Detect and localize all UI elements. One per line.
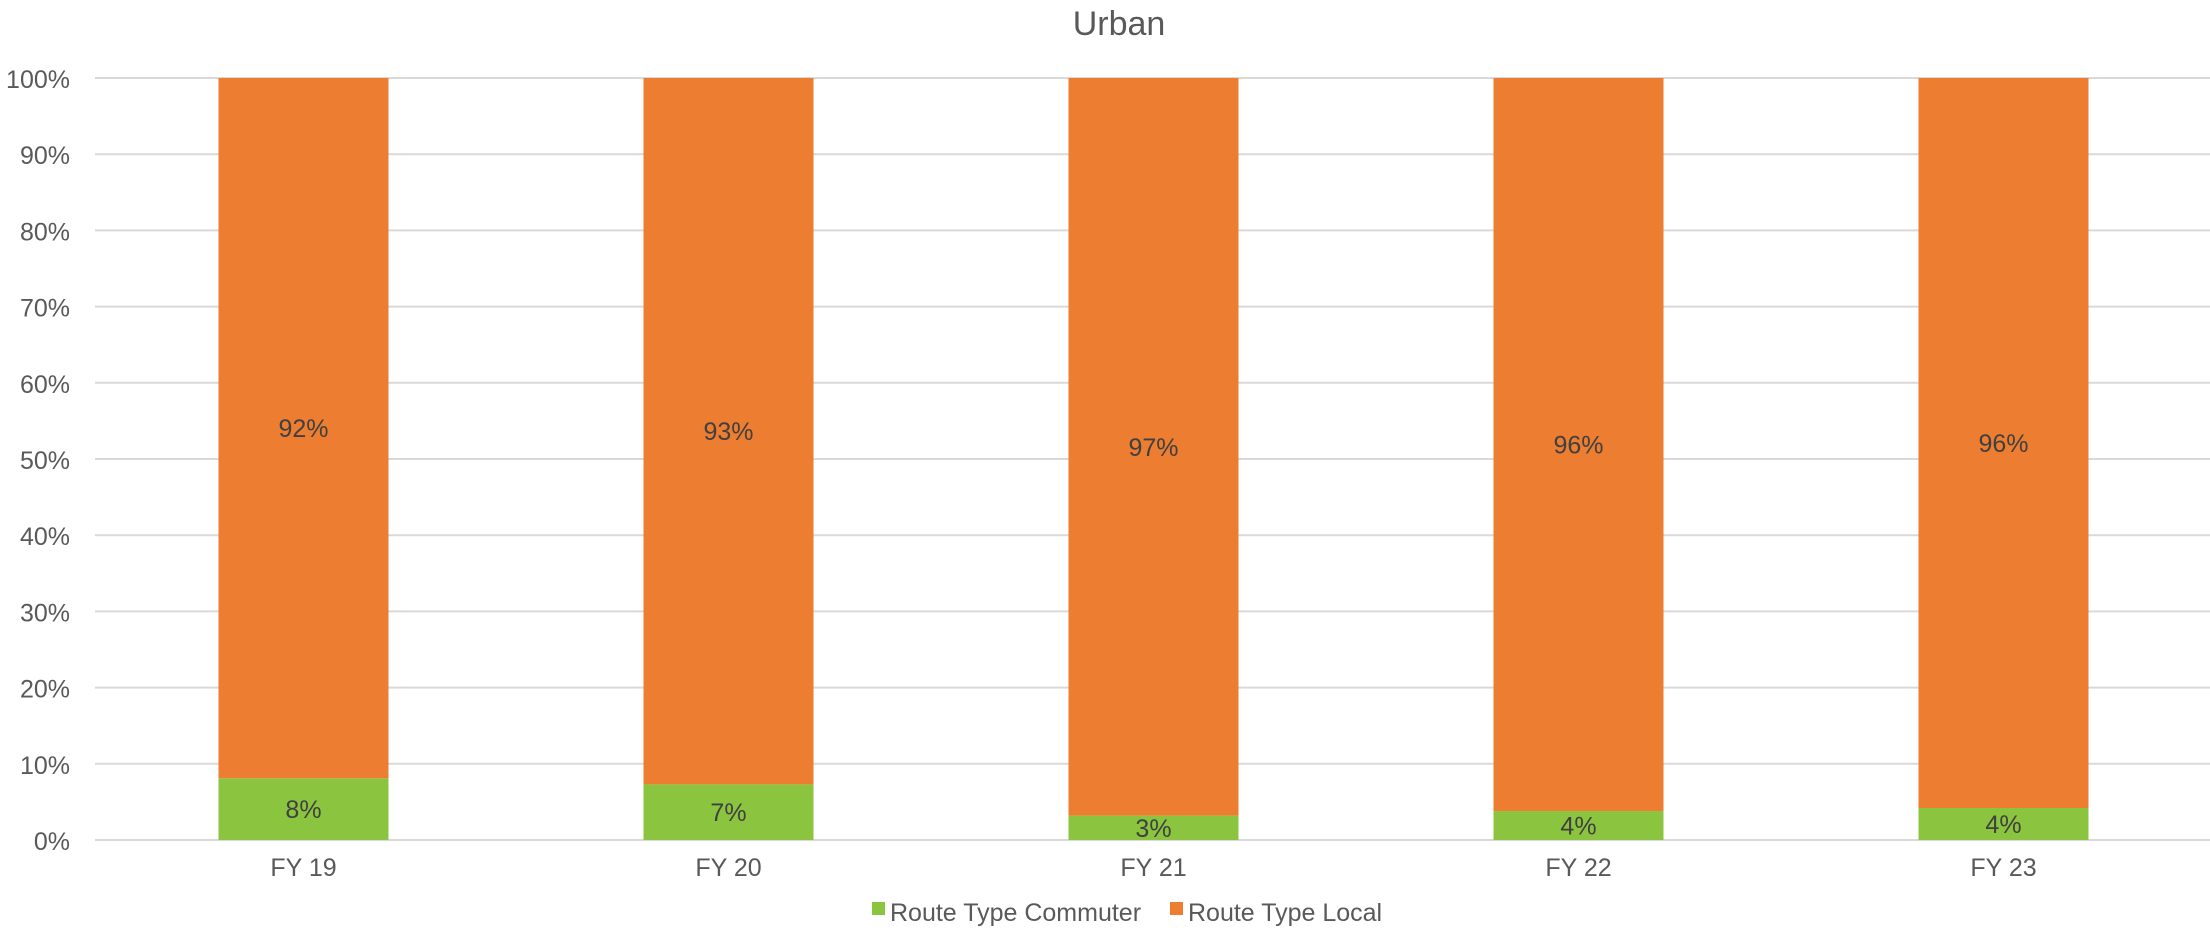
bar-segment [1068,815,1239,840]
y-tick-label: 20% [20,676,70,704]
chart-title: Urban [1073,5,1166,43]
legend-swatch [1170,902,1183,915]
y-tick-label: 10% [20,752,70,780]
data-label: 8% [285,796,321,824]
y-tick-label: 0% [34,828,70,856]
x-tick-label: FY 20 [695,854,761,882]
bar-segment [1493,811,1664,840]
data-label: 3% [1135,815,1171,843]
y-tick-label: 40% [20,523,70,551]
legend-swatch [872,902,885,915]
data-label: 7% [710,799,746,827]
x-tick-label: FY 22 [1545,854,1611,882]
data-label: 4% [1985,811,2021,839]
y-tick-label: 100% [6,66,70,94]
x-tick-label: FY 23 [1970,854,2036,882]
y-tick-label: 70% [20,295,70,323]
y-tick-label: 80% [20,218,70,246]
bar-segment [1493,78,1664,812]
bar-segment [1918,807,2089,840]
bar-segment [643,784,814,840]
x-tick-label: FY 19 [270,854,336,882]
legend-label: Route Type Commuter [890,899,1141,927]
y-tick-label: 60% [20,371,70,399]
data-label: 92% [278,415,328,443]
y-axis-ticks: 0% 10% 20% 30% 40% 50% 60% 70% 80% 90% 100% [6,66,70,856]
bar-segment [218,78,389,779]
legend: Route Type Commuter Route Type Local [872,899,1382,927]
x-tick-label: FY 21 [1120,854,1186,882]
bars [218,78,2089,840]
bar-segment [643,78,814,785]
legend-label: Route Type Local [1188,899,1382,927]
data-label: 96% [1978,430,2028,458]
data-labels: 8% 92% 7% 93% 3% 97% 4% 96% 4% 96% [278,415,2028,843]
x-axis-ticks: FY 19 FY 20 FY 21 FY 22 FY 23 [270,854,2036,882]
data-label: 96% [1553,432,1603,460]
y-tick-label: 30% [20,599,70,627]
data-label: 4% [1560,813,1596,841]
data-label: 93% [703,418,753,446]
y-tick-label: 50% [20,447,70,475]
bar-segment [218,778,389,840]
bar-segment [1068,78,1239,816]
bar-segment [1918,78,2089,808]
data-label: 97% [1128,434,1178,462]
y-tick-label: 90% [20,142,70,170]
